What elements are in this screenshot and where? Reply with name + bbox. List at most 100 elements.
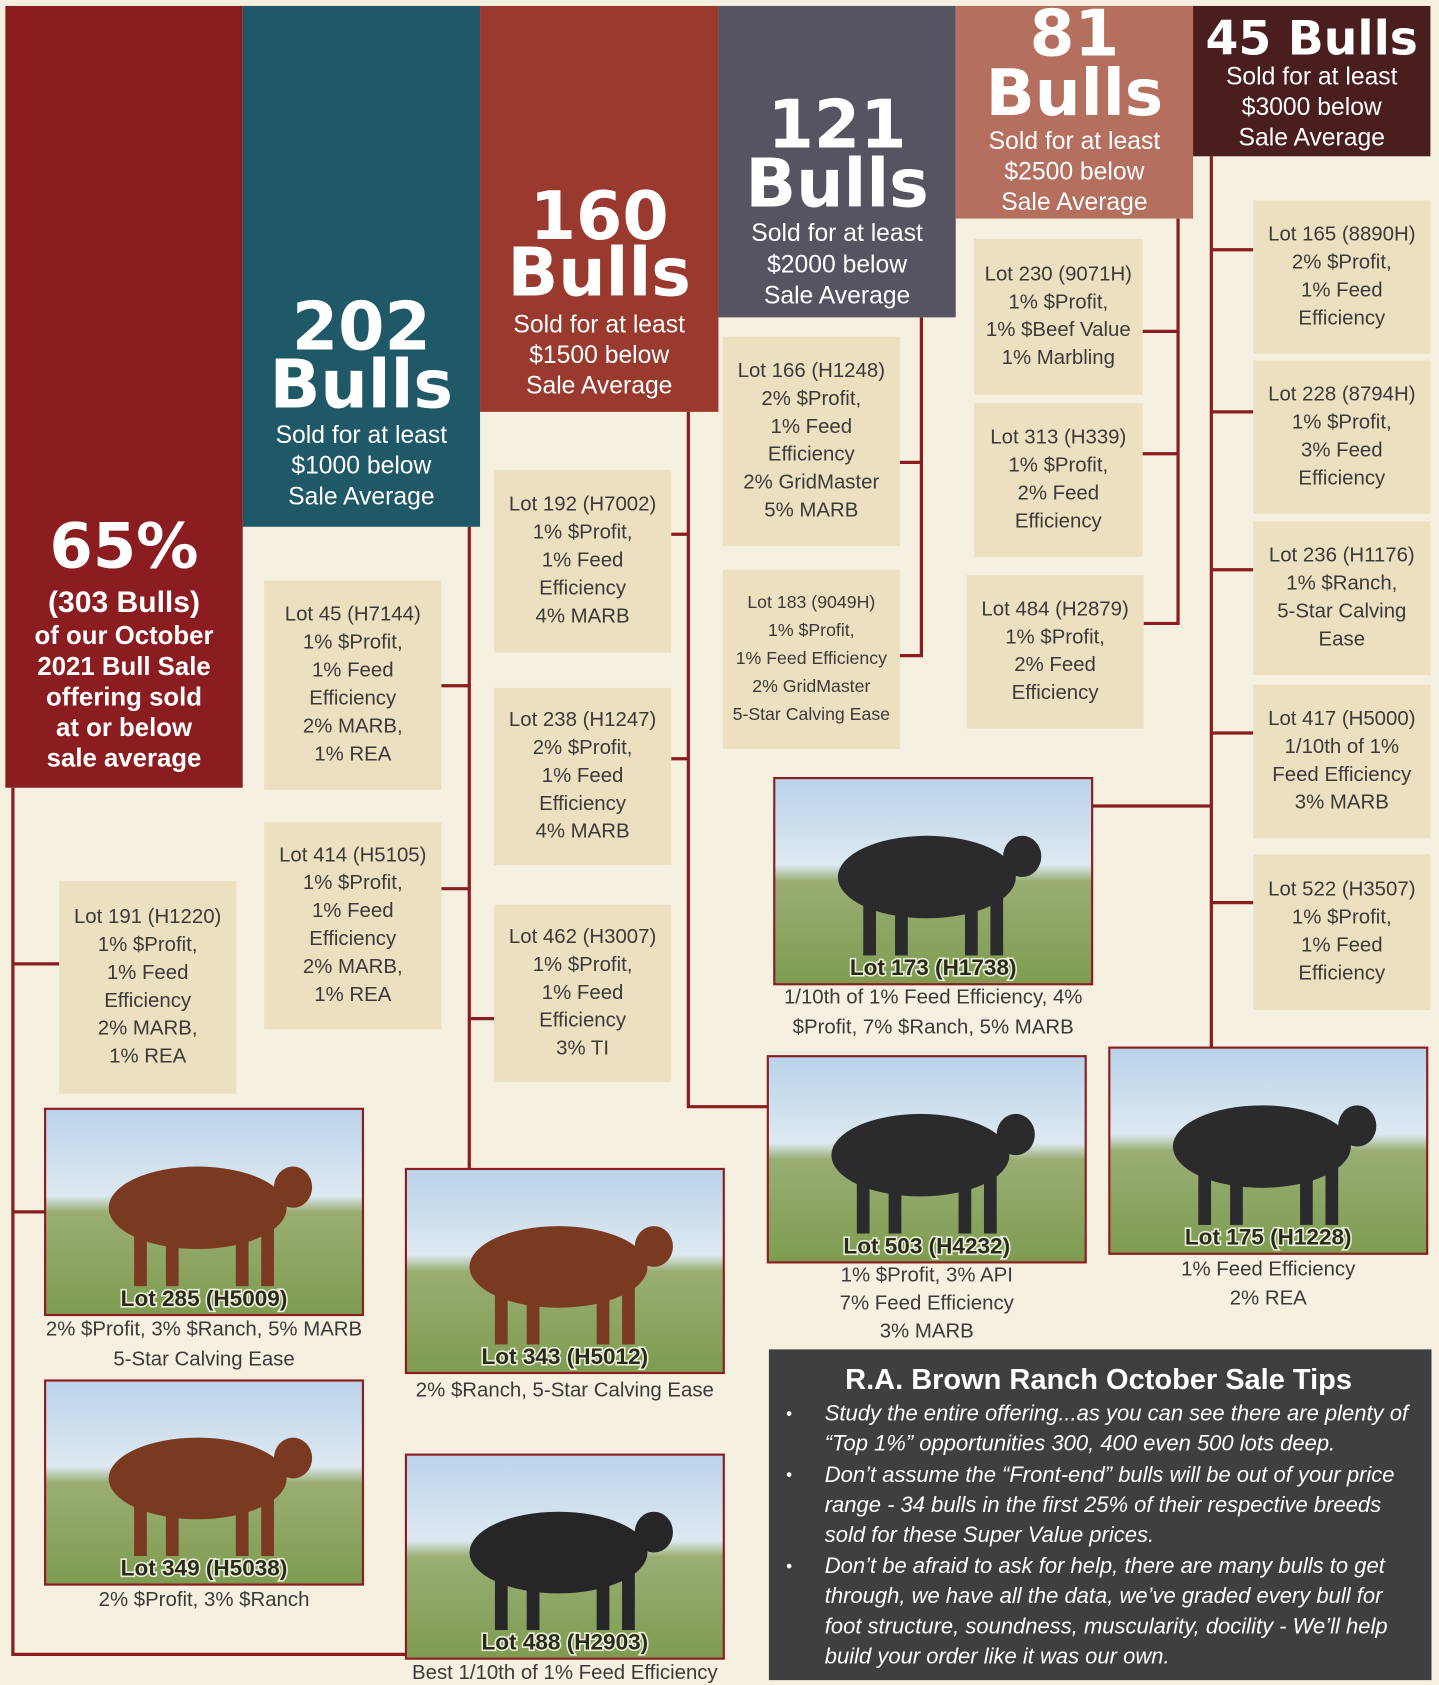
card-line: 1% Feed xyxy=(312,900,394,922)
card-line: 2% Feed xyxy=(1017,482,1099,504)
header-line: 2021 Bull Sale xyxy=(37,653,210,681)
card-line: Lot 230 (9071H) xyxy=(985,263,1132,285)
card-line: Lot 484 (H2879) xyxy=(981,598,1128,620)
card-line: 1% Feed xyxy=(312,660,394,682)
bull-leg xyxy=(236,1499,249,1556)
card-line: 5% MARB xyxy=(764,500,858,522)
header-line: Sold for at least xyxy=(276,422,448,449)
card-line: Lot 462 (H3007) xyxy=(509,926,656,948)
bull-leg xyxy=(166,1499,179,1556)
card-line: 1% Feed xyxy=(107,962,189,984)
card-line: 4% MARB xyxy=(536,605,630,627)
card-line: 1% Feed xyxy=(542,765,624,787)
tips-line: Don’t be afraid to ask for help, there a… xyxy=(825,1553,1386,1578)
card-line: Lot 417 (H5000) xyxy=(1268,708,1415,730)
bull-leg xyxy=(527,1573,540,1630)
tips-line: foot structure, soundness, muscularity, … xyxy=(825,1613,1388,1638)
photo-label: Lot 175 (H1228) xyxy=(1185,1225,1352,1250)
bull-leg xyxy=(236,1228,249,1286)
header-unit: Bulls xyxy=(745,145,928,223)
card-line: 1% $Profit, xyxy=(98,934,198,956)
photo-label: Lot 349 (H5038) xyxy=(121,1555,288,1580)
header-line: $3000 below xyxy=(1242,94,1382,121)
header-line: Sold for at least xyxy=(751,220,923,247)
card-line: Lot 238 (H1247) xyxy=(509,709,656,731)
card-line: Efficiency xyxy=(104,990,192,1012)
header-line: Sale Average xyxy=(1239,125,1385,152)
photo-label: Lot 285 (H5009) xyxy=(121,1286,288,1311)
bull-head xyxy=(274,1438,312,1479)
bull-leg xyxy=(134,1228,147,1286)
card-line: Lot 183 (9049H) xyxy=(747,592,875,612)
card-line: Efficiency xyxy=(1298,307,1386,329)
card-line: 2% $Profit, xyxy=(533,737,633,759)
card-line: Lot 166 (H1248) xyxy=(738,360,885,382)
photo-caption: $Profit, 7% $Ranch, 5% MARB xyxy=(793,1017,1074,1039)
bull-leg xyxy=(622,1287,635,1344)
card-line: 2% MARB, xyxy=(303,956,403,978)
card-line: 1% $Profit, xyxy=(533,522,633,544)
header-line: $1000 below xyxy=(291,453,431,480)
header-line: Sold for at least xyxy=(513,311,685,338)
bull-leg xyxy=(984,1176,997,1234)
bull-leg xyxy=(597,1573,610,1630)
header-line: offering sold xyxy=(46,683,202,711)
photo-caption: 1/10th of 1% Feed Efficiency, 4% xyxy=(784,987,1082,1009)
photo-caption: 1% Feed Efficiency xyxy=(1181,1258,1356,1280)
header-line: Sale Average xyxy=(764,282,910,309)
card-line: Lot 45 (H7144) xyxy=(285,604,421,626)
header-unit: (303 Bulls) xyxy=(48,586,200,619)
photo-label: Lot 343 (H5012) xyxy=(482,1344,649,1369)
card-line: 1% REA xyxy=(314,984,391,1006)
bull-leg xyxy=(990,898,1003,956)
tips-line: “Top 1%” opportunities 300, 400 even 500… xyxy=(825,1431,1335,1456)
bull-leg xyxy=(965,898,978,956)
card-line: 1% Feed xyxy=(542,982,624,1004)
bull-leg xyxy=(959,1176,972,1234)
photo-caption: 2% $Ranch, 5-Star Calving Ease xyxy=(416,1380,714,1402)
card-line: Efficiency xyxy=(1015,510,1103,532)
card-line: 2% GridMaster xyxy=(752,676,870,696)
card-line: Lot 236 (H1176) xyxy=(1269,545,1415,567)
card-line: 5-Star Calving Ease xyxy=(733,704,891,724)
bull-leg xyxy=(261,1228,274,1286)
card-line: 2% $Profit, xyxy=(761,388,861,410)
bull-head xyxy=(274,1167,312,1208)
card-line: 2% $Profit, xyxy=(1292,252,1392,274)
card-line: 2% MARB, xyxy=(98,1018,198,1040)
tips-line: build your order like it was our own. xyxy=(825,1643,1170,1668)
card-line: 1% Feed xyxy=(542,550,624,572)
header-line: $1500 below xyxy=(529,342,669,369)
bull-head xyxy=(635,1512,673,1553)
card-line: 1% $Beef Value xyxy=(986,319,1131,341)
card-line: 1% Feed xyxy=(1301,279,1383,301)
header-line: $2000 below xyxy=(767,251,907,278)
tips-bullet: • xyxy=(786,1556,792,1576)
tips-bullet: • xyxy=(786,1465,792,1485)
card-line: 1% $Profit, xyxy=(1008,454,1108,476)
card-line: Lot 522 (H3507) xyxy=(1268,879,1415,901)
card-line: 1% REA xyxy=(109,1046,186,1068)
card-line: Efficiency xyxy=(1298,962,1386,984)
card-line: 5-Star Calving xyxy=(1277,601,1406,623)
card-line: 3% Feed xyxy=(1301,439,1383,461)
card-line: Lot 228 (8794H) xyxy=(1268,384,1415,406)
header-line: Sold for at least xyxy=(1226,63,1398,90)
card-line: Ease xyxy=(1319,628,1365,650)
header-line: Sale Average xyxy=(288,483,434,510)
header-line: at or below xyxy=(56,714,193,742)
card-line: Lot 165 (8890H) xyxy=(1268,224,1415,246)
header-line: sale average xyxy=(47,745,202,773)
card-line: Lot 313 (H339) xyxy=(990,427,1126,449)
bull-leg xyxy=(857,1176,870,1234)
header-unit: Bulls xyxy=(508,234,691,312)
header-line: Sale Average xyxy=(1001,189,1147,216)
card-line: Efficiency xyxy=(1012,682,1100,704)
bull-leg xyxy=(495,1287,508,1344)
card-line: 1% $Profit, xyxy=(533,954,633,976)
card-line: 1% $Ranch, xyxy=(1286,573,1397,595)
card-line: 1% $Profit, xyxy=(1008,291,1108,313)
photo-caption: 2% $Profit, 3% $Ranch, 5% MARB xyxy=(46,1318,362,1340)
card-line: Efficiency xyxy=(1298,467,1386,489)
photo-caption: Best 1/10th of 1% Feed Efficiency xyxy=(412,1662,718,1684)
